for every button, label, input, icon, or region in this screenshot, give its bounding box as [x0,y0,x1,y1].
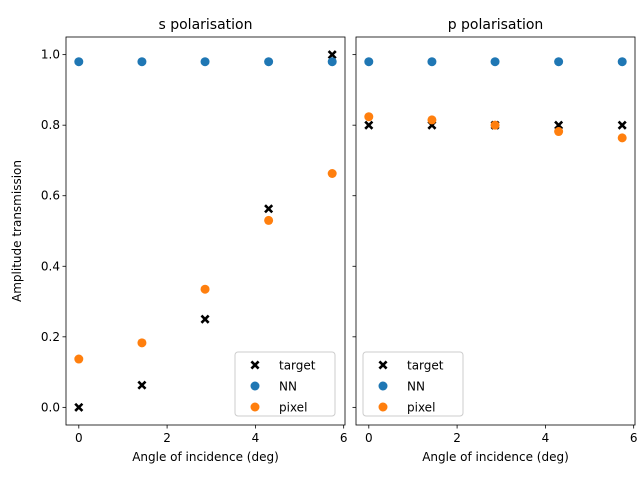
data-point-pixel [554,127,564,137]
chart-panel-2: p polarisation 0 2 4 6 Angle of incidence (de… [352,17,638,464]
y-tick-label: 0.8 [41,118,60,132]
data-point-pixel [427,115,437,125]
data-point-pixel [264,215,274,225]
legend-label-target: target [407,359,444,373]
data-point-NN [264,57,274,67]
x-tick-label: 0 [75,431,83,445]
data-point-NN [617,57,627,67]
data-point-pixel [327,169,337,179]
legend-label-pixel: pixel [279,401,307,415]
data-point-NN [427,57,437,67]
x-tick-label: 4 [252,431,260,445]
data-point-pixel [200,284,210,294]
data-point-pixel [490,120,500,130]
data-point-target [327,50,337,60]
data-point-NN [74,57,84,67]
data-point-target [554,120,564,130]
legend-marker-pixel [378,402,388,412]
legend-marker-target [250,360,260,370]
series-target [74,50,337,412]
legend-box [234,351,336,417]
data-point-NN [490,57,500,67]
plot-area-frame [355,36,636,426]
series-pixel [364,112,627,143]
x-tick-label: 4 [542,431,550,445]
data-point-NN [200,57,210,67]
series-NN [364,57,627,67]
chart-panel-1: s polarisation 0 2 4 6 0.0 0.2 0.4 0.6 0.8 1.0 Angl… [10,17,347,464]
data-point-NN [137,57,147,67]
chart-title: s polarisation [158,17,252,33]
data-point-pixel [74,354,84,364]
legend: target NN pixel [234,351,336,417]
legend: target NN pixel [362,351,464,417]
data-point-NN [327,57,337,67]
x-tick-label: 2 [163,431,171,445]
data-point-target [200,314,210,324]
y-axis-label: Amplitude transmission [10,160,24,302]
data-point-target [264,204,274,214]
data-point-NN [364,57,374,67]
series-pixel [74,169,337,364]
data-point-target [137,380,147,390]
y-tick-label: 0.6 [41,189,60,203]
legend-label-NN: NN [279,380,297,394]
x-axis-label: Angle of incidence (deg) [422,450,569,464]
data-point-target [74,402,84,412]
legend-marker-NN [378,381,388,391]
legend-marker-NN [250,381,260,391]
data-point-pixel [617,133,627,143]
y-tick-label: 0.4 [41,259,60,273]
x-tick-label: 2 [453,431,461,445]
legend-label-target: target [279,359,316,373]
x-axis-label: Angle of incidence (deg) [132,450,279,464]
series-NN [74,57,337,67]
legend-label-pixel: pixel [407,401,435,415]
data-point-NN [554,57,564,67]
y-tick-label: 0.0 [41,400,60,414]
chart-title: p polarisation [448,17,544,33]
data-point-pixel [364,112,374,122]
data-point-pixel [137,338,147,348]
y-tick-label: 0.2 [41,330,60,344]
x-tick-label: 0 [365,431,373,445]
x-tick-label: 6 [340,431,348,445]
legend-marker-pixel [250,402,260,412]
x-tick-label: 6 [630,431,638,445]
data-point-target [364,120,374,130]
legend-marker-target [378,360,388,370]
plot-area-frame [65,36,346,426]
y-tick-label: 1.0 [41,48,60,62]
data-point-target [617,120,627,130]
legend-label-NN: NN [407,380,425,394]
panels: s polarisation 0 2 4 6 0.0 0.2 0.4 0.6 0.8 1.0 Angl… [10,17,637,464]
legend-box [362,351,464,417]
